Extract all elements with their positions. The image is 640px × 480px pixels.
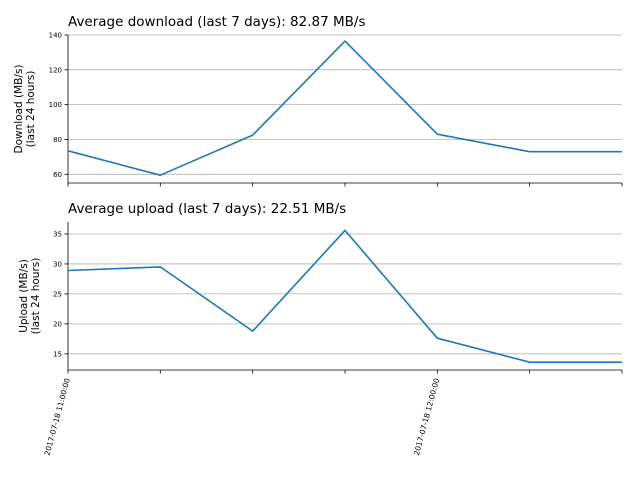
upload-xtick-labels: 2017-07-18 11:00:00 2017-07-18 12:00:00 <box>43 377 442 456</box>
upload-ytick-label: 35 <box>53 230 62 238</box>
upload-ylabel-line1: Upload (MB/s) <box>18 259 30 333</box>
upload-ytick-label: 15 <box>53 350 62 358</box>
upload-title: Average upload (last 7 days): 22.51 MB/s <box>68 201 346 217</box>
upload-xticks <box>67 370 623 374</box>
upload-ytick-label: 20 <box>53 320 62 328</box>
upload-ylabel-line2: (last 24 hours) <box>30 258 42 335</box>
upload-chart: Average upload (last 7 days): 22.51 MB/s… <box>18 201 623 456</box>
download-chart: Average download (last 7 days): 82.87 MB… <box>13 14 623 187</box>
download-ytick-label: 60 <box>53 171 62 179</box>
download-ylabel-line2: (last 24 hours) <box>25 71 37 148</box>
upload-xtick-label: 2017-07-18 12:00:00 <box>412 377 441 456</box>
download-ylabel-line1: Download (MB/s) <box>13 65 25 154</box>
upload-ytick-label: 30 <box>53 260 62 268</box>
download-title: Average download (last 7 days): 82.87 MB… <box>68 14 366 30</box>
download-ytick-label: 80 <box>53 136 62 144</box>
download-ytick-label: 100 <box>49 101 62 109</box>
download-ytick-label: 140 <box>49 32 62 40</box>
upload-grid <box>68 233 622 355</box>
upload-ytick-label: 25 <box>53 290 62 298</box>
download-series-line <box>67 40 622 176</box>
upload-yticks: 15 20 25 30 35 <box>53 230 68 358</box>
download-ytick-label: 120 <box>49 66 62 74</box>
download-xticks <box>67 183 623 187</box>
download-grid <box>68 34 622 175</box>
upload-series-line <box>67 229 622 363</box>
upload-xtick-label: 2017-07-18 11:00:00 <box>43 377 72 456</box>
download-yticks: 60 80 100 120 140 <box>49 32 68 179</box>
